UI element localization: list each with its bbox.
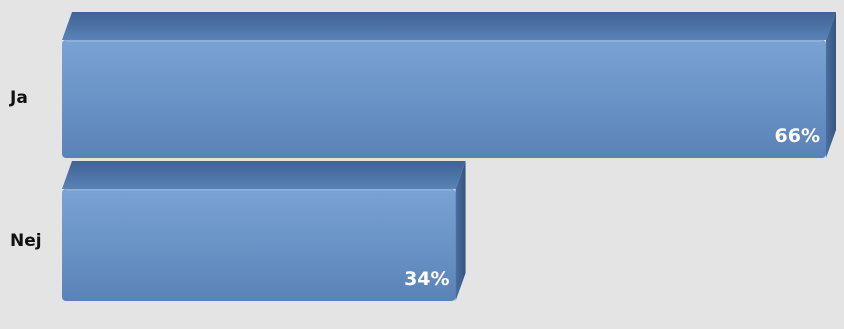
bar-ja: [62, 12, 836, 158]
bar-front-face: [62, 189, 456, 301]
bar-front-face: [62, 40, 826, 158]
bar-nej: [62, 161, 466, 301]
bar-side-face: [826, 12, 836, 158]
bar-side-face: [455, 161, 466, 301]
category-label-ja: Ja: [9, 88, 28, 108]
value-label-ja: 66%: [775, 125, 820, 147]
bar-top-face: [62, 161, 466, 189]
value-label-nej: 34%: [404, 268, 449, 290]
category-label-nej: Nej: [10, 231, 42, 251]
bar-top-face: [62, 12, 836, 40]
